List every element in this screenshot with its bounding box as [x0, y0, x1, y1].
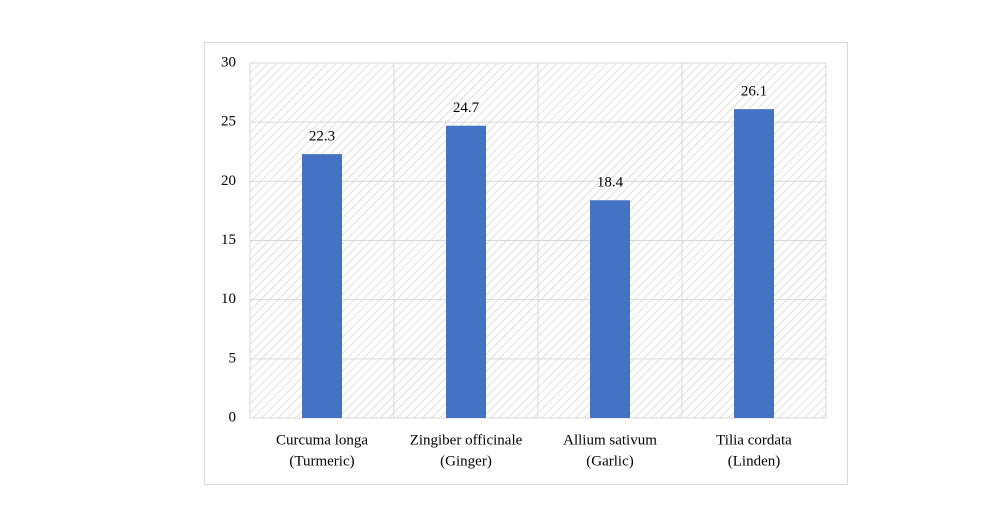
y-tick-label: 20: [221, 173, 236, 189]
bar: [302, 154, 342, 418]
y-tick-label: 30: [221, 54, 236, 70]
bar: [446, 125, 486, 418]
value-label: 24.7: [453, 100, 480, 116]
y-tick-label: 15: [221, 232, 236, 248]
y-tick-label: 0: [229, 409, 237, 425]
x-tick-label: (Ginger): [440, 453, 492, 469]
y-tick-label: 10: [221, 291, 236, 307]
y-tick-label: 5: [229, 350, 237, 366]
value-label: 26.1: [741, 84, 767, 100]
x-tick-label: (Linden): [728, 453, 780, 469]
bar: [734, 109, 774, 419]
x-tick-label: Curcuma longa: [276, 432, 368, 448]
bar: [590, 200, 630, 418]
value-label: 22.3: [309, 129, 335, 145]
x-tick-label: Zingiber officinale: [410, 432, 523, 448]
x-tick-label: (Garlic): [586, 453, 633, 469]
value-label: 18.4: [597, 175, 624, 191]
x-tick-label: (Turmeric): [289, 453, 354, 469]
y-tick-label: 25: [221, 114, 236, 130]
x-tick-label: Tilia cordata: [716, 432, 792, 448]
x-tick-label: Allium sativum: [563, 432, 657, 448]
